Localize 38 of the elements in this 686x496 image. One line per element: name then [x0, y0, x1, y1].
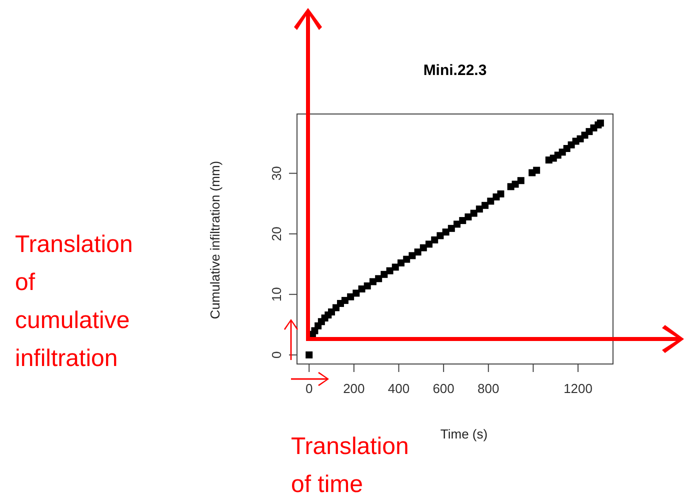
x-axis-title: Time (s) — [440, 426, 488, 442]
y-tick-label: 0 — [269, 351, 284, 359]
y-tick-label: 10 — [269, 287, 284, 302]
point — [375, 275, 382, 282]
point — [364, 282, 371, 290]
point — [533, 166, 540, 174]
x-tick-label: 800 — [478, 381, 500, 396]
x-tick-label: 400 — [388, 381, 410, 396]
point — [487, 198, 494, 205]
point — [408, 252, 416, 260]
point — [306, 351, 313, 358]
point — [431, 236, 438, 244]
chart-title: Mini.22.3 — [422, 62, 488, 79]
point — [497, 190, 504, 198]
x-tick-label: 200 — [343, 381, 365, 396]
point — [352, 290, 360, 297]
x-tick-label: 600 — [432, 381, 454, 396]
point — [470, 210, 478, 217]
point — [403, 256, 410, 263]
point — [426, 240, 433, 248]
point — [464, 213, 472, 220]
text: Translation of cumulative infiltration — [15, 230, 134, 374]
y-tick-label: 30 — [269, 166, 284, 181]
text: Translation of time — [291, 432, 410, 496]
point — [380, 270, 388, 278]
x-tick-label: 1200 — [564, 381, 592, 396]
point — [386, 267, 394, 274]
point — [414, 248, 422, 256]
point — [347, 293, 354, 300]
y-tick-label: 20 — [269, 226, 284, 242]
point — [436, 232, 444, 240]
point — [420, 244, 427, 252]
y-axis-title: Cumulative infiltration (mm) — [208, 160, 222, 320]
point — [482, 202, 489, 209]
point — [392, 264, 399, 271]
point — [517, 177, 524, 184]
x-tick-label: 0 — [305, 381, 313, 396]
point — [448, 224, 455, 232]
